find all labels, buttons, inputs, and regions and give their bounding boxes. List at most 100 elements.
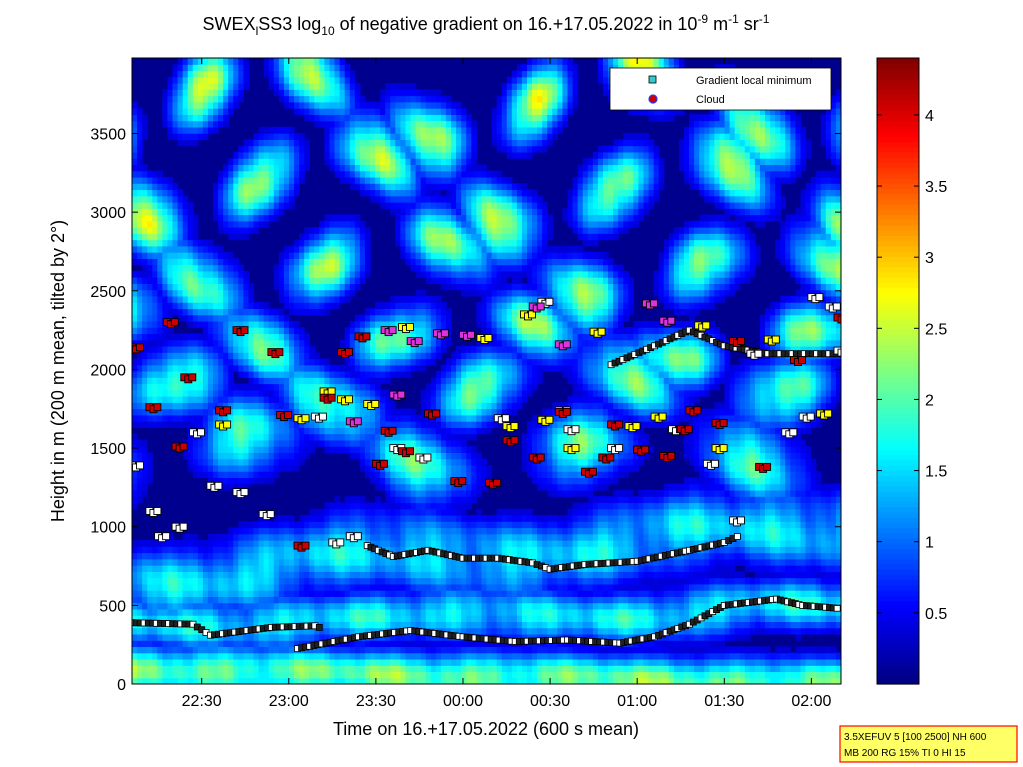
heatmap-cell bbox=[425, 489, 432, 497]
heatmap-cell bbox=[314, 101, 320, 109]
heatmap-cell bbox=[197, 295, 204, 303]
heatmap-cell bbox=[430, 270, 437, 278]
heatmap-cell bbox=[299, 58, 305, 65]
heatmap-cell bbox=[288, 552, 295, 560]
heatmap-cell bbox=[142, 270, 148, 278]
heatmap-cell bbox=[359, 183, 366, 191]
heatmap-cell bbox=[440, 452, 447, 460]
heatmap-cell bbox=[147, 233, 153, 241]
heatmap-cell bbox=[309, 521, 315, 529]
heatmap-cell bbox=[132, 252, 138, 259]
heatmap-cell bbox=[177, 114, 184, 122]
heatmap-cell bbox=[395, 540, 401, 547]
heatmap-cell bbox=[400, 308, 407, 316]
heatmap-cell bbox=[182, 101, 189, 109]
heatmap-cell bbox=[213, 270, 219, 278]
heatmap-cell bbox=[213, 477, 219, 485]
heatmap-cell bbox=[172, 183, 179, 191]
heatmap-cell bbox=[268, 402, 275, 410]
heatmap-cell bbox=[263, 176, 270, 184]
heatmap-cell bbox=[258, 345, 265, 353]
heatmap-cell bbox=[142, 227, 148, 234]
heatmap-cell bbox=[319, 245, 326, 253]
heatmap-cell bbox=[364, 258, 371, 266]
heatmap-cell bbox=[223, 164, 229, 172]
heatmap-cell bbox=[213, 89, 219, 97]
heatmap-cell bbox=[147, 371, 153, 378]
heatmap-cell bbox=[400, 108, 407, 115]
heatmap-cell bbox=[187, 289, 194, 297]
heatmap-cell bbox=[263, 571, 270, 579]
heatmap-cell bbox=[410, 239, 417, 247]
heatmap-cell bbox=[349, 496, 356, 504]
heatmap-cell bbox=[283, 302, 290, 309]
heatmap-cell bbox=[273, 283, 280, 291]
heatmap-cell bbox=[359, 502, 366, 510]
heatmap-cell bbox=[228, 339, 234, 347]
heatmap-cell bbox=[288, 89, 295, 97]
heatmap-cell bbox=[243, 295, 250, 303]
heatmap-cell bbox=[142, 602, 148, 610]
heatmap-cell bbox=[314, 521, 320, 529]
heatmap-cell bbox=[370, 151, 376, 159]
heatmap-cell bbox=[349, 508, 356, 516]
heatmap-cell bbox=[440, 158, 447, 166]
heatmap-cell bbox=[187, 552, 194, 560]
heatmap-cell bbox=[238, 477, 245, 485]
heatmap-cell bbox=[440, 583, 447, 591]
heatmap-cell bbox=[425, 665, 432, 673]
heatmap-cell bbox=[319, 277, 326, 284]
heatmap-cell bbox=[400, 233, 407, 241]
heatmap-cell bbox=[294, 608, 300, 616]
heatmap-cell bbox=[390, 464, 396, 472]
heatmap-cell bbox=[299, 402, 305, 410]
heatmap-cell bbox=[420, 214, 427, 222]
heatmap-cell bbox=[344, 145, 351, 153]
heatmap-cell bbox=[420, 295, 427, 303]
heatmap-cell bbox=[177, 64, 184, 72]
heatmap-cell bbox=[385, 89, 391, 97]
heatmap-cell bbox=[258, 658, 265, 666]
heatmap-cell bbox=[299, 233, 305, 241]
heatmap-cell bbox=[354, 446, 361, 453]
heatmap-cell bbox=[142, 471, 148, 479]
heatmap-cell bbox=[445, 514, 452, 522]
heatmap-cell bbox=[223, 439, 229, 447]
heatmap-cell bbox=[410, 170, 417, 178]
heatmap-cell bbox=[268, 158, 275, 166]
heatmap-cell bbox=[228, 289, 234, 297]
heatmap-cell bbox=[263, 540, 270, 547]
heatmap-cell bbox=[294, 383, 300, 391]
heatmap-cell bbox=[142, 277, 148, 284]
heatmap-cell bbox=[329, 264, 336, 272]
heatmap-cell bbox=[370, 527, 376, 535]
heatmap-cell bbox=[415, 108, 422, 115]
heatmap-cell bbox=[390, 358, 396, 366]
heatmap-cell bbox=[147, 552, 153, 560]
heatmap-cell bbox=[385, 352, 391, 360]
heatmap-cell bbox=[334, 245, 341, 253]
heatmap-cell bbox=[238, 565, 245, 572]
heatmap-cell bbox=[339, 245, 346, 253]
heatmap-cell bbox=[137, 546, 143, 554]
heatmap-cell bbox=[344, 665, 351, 673]
heatmap-cell bbox=[157, 377, 163, 385]
heatmap-cell bbox=[228, 402, 234, 410]
heatmap-cell bbox=[425, 345, 432, 353]
heatmap-cell bbox=[375, 590, 381, 597]
heatmap-cell bbox=[182, 227, 189, 234]
heatmap-cell bbox=[177, 201, 184, 209]
heatmap-cell bbox=[167, 652, 174, 660]
heatmap-cell bbox=[294, 176, 300, 184]
heatmap-cell bbox=[385, 158, 391, 166]
heatmap-cell bbox=[192, 302, 199, 309]
heatmap-cell bbox=[207, 114, 214, 122]
heatmap-cell bbox=[192, 627, 199, 635]
heatmap-cell bbox=[430, 396, 437, 403]
heatmap-cell bbox=[299, 239, 305, 247]
heatmap-cell bbox=[349, 214, 356, 222]
heatmap-cell bbox=[410, 483, 417, 491]
heatmap-cell bbox=[202, 439, 209, 447]
heatmap-cell bbox=[344, 427, 351, 435]
heatmap-cell bbox=[283, 514, 290, 522]
